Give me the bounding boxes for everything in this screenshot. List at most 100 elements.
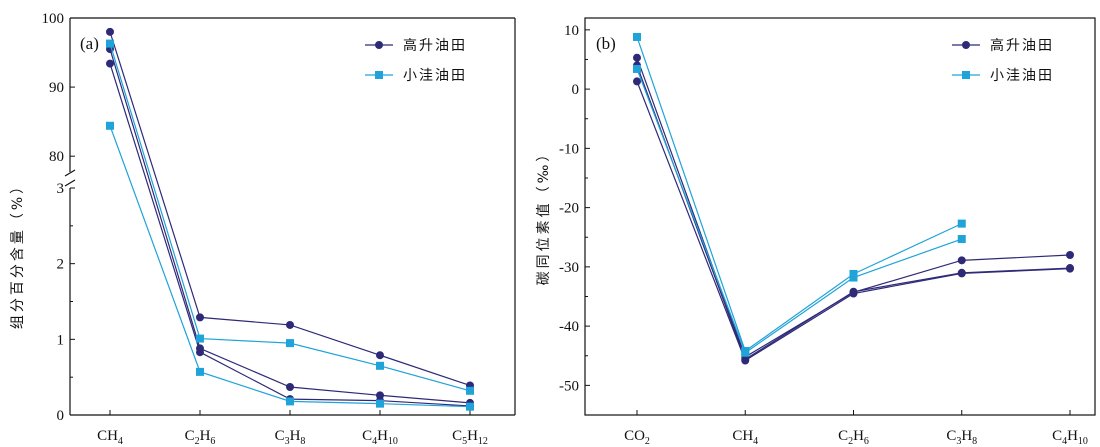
panel-label: (b)	[596, 34, 616, 53]
data-point	[196, 334, 204, 343]
data-point	[286, 383, 294, 392]
x-tick-label: C2H6	[838, 428, 869, 447]
legend-label: 小洼油田	[990, 68, 1054, 84]
subscript: 6	[210, 436, 215, 447]
x-tick-label: C4H10	[362, 428, 398, 447]
data-point	[741, 348, 750, 357]
subscript: 8	[300, 436, 305, 447]
series-line	[109, 43, 471, 392]
data-point	[633, 53, 641, 62]
data-point	[957, 269, 966, 278]
series-line	[109, 125, 471, 408]
data-point	[957, 256, 966, 265]
data-point	[376, 351, 384, 360]
legend-label: 高升油田	[990, 37, 1054, 54]
x-tick-label: CO2	[624, 428, 650, 447]
data-point	[849, 273, 858, 282]
data-point	[741, 356, 750, 365]
x-tick-label: C2H6	[185, 428, 216, 447]
y-axis-title: 碳同位素值（‰）	[536, 145, 552, 286]
y-tick-label: -50	[559, 378, 579, 394]
data-point	[957, 235, 966, 244]
formula-part: H	[377, 428, 388, 444]
formula-part: C	[185, 428, 195, 444]
data-point	[196, 313, 204, 322]
x-tick-label: C3H8	[946, 428, 977, 447]
x-tick-label: C4H10	[1052, 428, 1088, 447]
data-point	[106, 27, 114, 36]
subscript: 4	[1062, 436, 1067, 447]
series-line	[636, 65, 1071, 361]
data-point	[466, 402, 474, 411]
data-point	[633, 77, 641, 86]
formula-part: C	[275, 428, 285, 444]
series-line	[636, 57, 1071, 358]
data-point	[633, 64, 641, 73]
data-point	[196, 348, 204, 357]
data-point	[375, 71, 383, 79]
y-tick-label: 80	[49, 149, 64, 165]
legend-label: 高升油田	[403, 37, 467, 54]
formula-part: H	[200, 428, 211, 444]
data-point	[466, 386, 474, 395]
y-tick-label: 90	[49, 80, 64, 96]
data-point	[1066, 264, 1074, 273]
x-tick-label: CH4	[732, 428, 758, 447]
x-tick-label: C5H12	[452, 428, 488, 447]
series-line	[636, 68, 962, 354]
subscript: 4	[118, 436, 123, 447]
subscript: 2	[195, 436, 200, 447]
formula-part: CH	[732, 428, 753, 444]
subscript: 2	[645, 436, 650, 447]
plot-frame	[584, 17, 1096, 416]
data-point	[286, 397, 294, 406]
data-point	[106, 39, 114, 48]
subscript: 10	[388, 436, 398, 447]
formula-part: H	[853, 428, 864, 444]
series-line	[636, 36, 963, 352]
y-tick-label: 3	[57, 181, 65, 197]
data-point	[962, 71, 970, 79]
series-line	[109, 63, 471, 407]
y-axis-title: 组分百分含量（%）	[10, 177, 26, 329]
formula-part: CH	[97, 428, 118, 444]
axis-break-mark	[64, 179, 76, 187]
y-tick-label: 100	[42, 11, 65, 27]
formula-part: C	[452, 428, 462, 444]
subscript: 12	[478, 436, 488, 447]
x-tick-label: C3H8	[275, 428, 306, 447]
series-line	[109, 48, 471, 404]
y-tick-label: 2	[57, 257, 65, 273]
legend-label: 小洼油田	[403, 68, 467, 84]
data-point	[106, 121, 114, 130]
subscript: 4	[753, 436, 758, 447]
data-point	[286, 339, 294, 348]
panel-label: (a)	[80, 34, 99, 53]
subscript: 4	[372, 436, 377, 447]
data-point	[106, 59, 114, 68]
y-tick-label: -20	[559, 201, 579, 217]
series-line	[636, 81, 1071, 362]
series-line	[109, 31, 471, 387]
y-tick-label: 0	[57, 408, 65, 424]
data-point	[1066, 251, 1074, 260]
y-tick-label: -30	[559, 260, 579, 276]
subscript: 8	[972, 436, 977, 447]
formula-part: H	[467, 428, 478, 444]
formula-part: C	[838, 428, 848, 444]
subscript: 3	[956, 436, 961, 447]
formula-part: H	[961, 428, 972, 444]
axis-break-mark	[64, 169, 76, 177]
data-point	[375, 41, 383, 49]
data-point	[286, 320, 294, 329]
data-point	[849, 289, 858, 298]
formula-part: H	[290, 428, 301, 444]
formula-part: C	[946, 428, 956, 444]
formula-part: H	[1067, 428, 1078, 444]
data-point	[376, 399, 384, 408]
subscript: 10	[1078, 436, 1088, 447]
subscript: 2	[848, 436, 853, 447]
